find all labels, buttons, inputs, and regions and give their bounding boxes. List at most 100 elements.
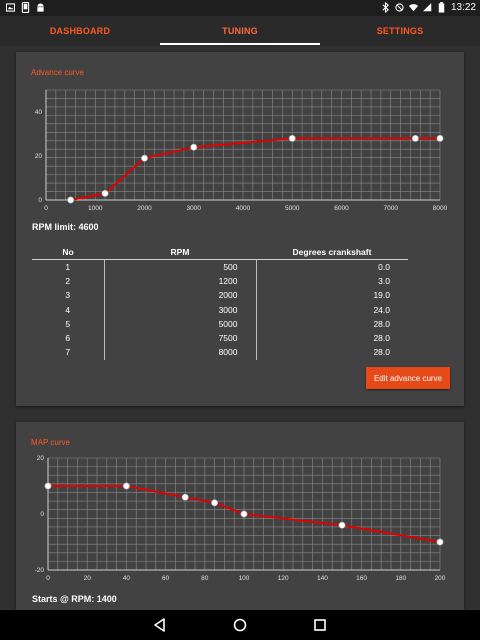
advance-x-tick-label: 4000 (236, 205, 251, 212)
advance-curve-title: Advance curve (31, 68, 84, 77)
cell-no: 4 (32, 302, 105, 317)
map-x-tick-label: 120 (278, 575, 289, 582)
advance-x-tick-label: 7000 (384, 205, 399, 212)
advance-data-point (288, 134, 296, 142)
table-row: 1 500 0.0 (32, 259, 408, 274)
photo-icon (6, 3, 15, 12)
cell-no: 2 (32, 273, 105, 289)
cell-degrees: 19.0 (373, 290, 390, 301)
table-header-row: No RPM Degrees crankshaft (32, 247, 408, 260)
starts-rpm-label: Starts @ RPM: 1400 (32, 594, 117, 604)
status-bar: 13:22 (0, 0, 480, 16)
rpm-limit-label: RPM limit: 4600 (32, 222, 99, 232)
cell-rpm: 5000 (104, 316, 257, 331)
cell-no: 1 (32, 259, 105, 274)
map-y-tick-label: -20 (35, 567, 45, 574)
status-time: 13:22 (450, 2, 476, 13)
map-y-tick-label: 20 (37, 455, 45, 462)
cell-rpm: 7500 (104, 330, 257, 346)
recents-icon[interactable] (311, 616, 329, 634)
table-row: 5 5000 28.0 (32, 316, 408, 331)
cell-degrees: 3.0 (378, 275, 390, 286)
advance-data-point (141, 154, 149, 162)
advance-data-point (411, 134, 419, 142)
advance-y-tick-label: 40 (35, 109, 43, 116)
map-data-point (122, 482, 130, 490)
advance-x-tick-label: 6000 (334, 205, 349, 212)
map-data-point (181, 493, 189, 501)
header-degrees: Degrees crankshaft (256, 247, 408, 260)
advance-curve-table: No RPM Degrees crankshaft 1 500 0.0 2 1200 3… (32, 247, 408, 360)
advance-data-point (436, 134, 444, 142)
map-curve-title: MAP curve (31, 438, 70, 447)
map-data-point (211, 499, 219, 507)
cell-no: 7 (32, 345, 105, 360)
cell-no: 3 (32, 288, 105, 303)
advance-x-tick-label: 5000 (285, 205, 300, 212)
mute-icon (395, 3, 404, 12)
map-x-tick-label: 180 (395, 575, 406, 582)
cell-no: 6 (32, 330, 105, 346)
wifi-icon (408, 4, 418, 12)
advance-data-point (101, 189, 109, 197)
cell-degrees: 28.0 (373, 333, 390, 344)
edit-advance-curve-button[interactable]: Edit advance curve (366, 367, 450, 389)
cell-degrees: 24.0 (373, 304, 390, 315)
back-icon[interactable] (151, 616, 169, 634)
tab-settings[interactable]: SETTINGS (376, 26, 424, 36)
cell-degrees: 0.0 (378, 261, 390, 272)
cell-rpm: 8000 (104, 345, 257, 360)
advance-data-point (190, 143, 198, 151)
bluetooth-icon (382, 2, 389, 13)
advance-x-tick-label: 3000 (187, 205, 202, 212)
cell-rpm: 500 (104, 259, 257, 274)
cell-rpm: 1200 (104, 273, 257, 289)
advance-x-tick-label: 1000 (88, 205, 103, 212)
map-data-point (240, 510, 248, 518)
table-row: 7 8000 28.0 (32, 345, 408, 360)
map-x-tick-label: 60 (162, 575, 170, 582)
map-x-tick-label: 140 (317, 575, 328, 582)
phone-icon (21, 2, 30, 13)
cell-rpm: 3000 (104, 302, 257, 317)
advance-curve-card: Advance curve 0 1000 2000 3000 4000 5000 6000 7… (16, 52, 464, 406)
advance-x-tick-label: 0 (44, 205, 48, 212)
advance-data-point (67, 196, 75, 204)
map-x-tick-label: 20 (84, 575, 92, 582)
map-y-tick-label: 0 (40, 511, 44, 518)
tab-dashboard[interactable]: DASHBOARD (49, 26, 111, 36)
map-x-tick-label: 80 (201, 575, 209, 582)
navigation-bar (0, 610, 480, 640)
home-icon[interactable] (231, 616, 249, 634)
table-row: 2 1200 3.0 (32, 273, 408, 289)
map-data-point (338, 521, 346, 529)
tab-bar: DASHBOARD TUNING SETTINGS (0, 16, 480, 46)
advance-curve-chart[interactable]: 0 1000 2000 3000 4000 5000 6000 7000 8000 0 20 40 (16, 52, 464, 222)
signal-icon (422, 3, 432, 12)
advance-y-tick-label: 20 (35, 153, 43, 160)
map-x-tick-label: 100 (239, 575, 250, 582)
table-row: 6 7500 28.0 (32, 330, 408, 346)
map-x-tick-label: 0 (46, 575, 50, 582)
advance-x-tick-label: 2000 (137, 205, 152, 212)
cell-rpm: 2000 (104, 288, 257, 303)
header-no: No (32, 247, 104, 260)
header-rpm: RPM (104, 247, 256, 260)
advance-y-tick-label: 0 (38, 197, 42, 204)
map-curve-card: MAP curve 0 20 40 60 80 100 120 140 160 180 200 -20… (16, 422, 464, 610)
map-x-tick-label: 40 (123, 575, 131, 582)
battery-icon (438, 2, 445, 13)
cell-degrees: 28.0 (373, 347, 390, 358)
map-data-point (44, 482, 52, 490)
android-icon (37, 3, 44, 12)
map-x-tick-label: 160 (356, 575, 367, 582)
cell-degrees: 28.0 (373, 318, 390, 329)
table-row: 3 2000 19.0 (32, 288, 408, 303)
active-tab-indicator (160, 43, 320, 45)
map-data-point (436, 538, 444, 546)
table-row: 4 3000 24.0 (32, 302, 408, 317)
map-x-tick-label: 200 (435, 575, 446, 582)
cell-no: 5 (32, 316, 105, 331)
tab-tuning[interactable]: TUNING (222, 26, 258, 36)
